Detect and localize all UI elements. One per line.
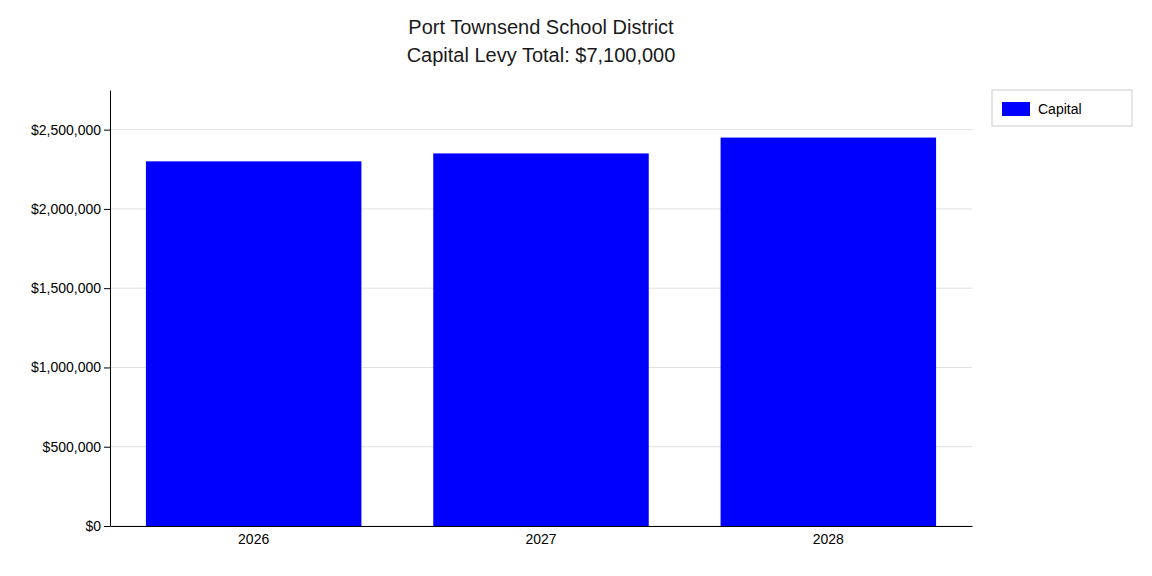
y-tick-mark [104,367,110,368]
x-tick-label: 2026 [238,531,269,547]
y-tick: $2,500,000 [31,122,110,138]
plot: 2026 2027 2028 $0 $500,000 $1,000,000 $1,500,0… [31,91,973,547]
x-tick: 2026 [238,531,269,547]
y-tick: $2,000,000 [31,201,110,217]
title: Port Townsend School District [408,16,674,38]
y-tick-mark [104,447,110,448]
x-tick-label: 2028 [813,531,844,547]
y-tick-mark [104,526,110,527]
y-tick: $0 [85,518,110,534]
grid [110,130,972,526]
y-tick: $1,500,000 [31,280,110,296]
x-axis-line [111,526,973,527]
y-tick-mark [104,130,110,131]
y-tick-label: $1,500,000 [31,280,101,296]
y-tick-label: $500,000 [43,439,102,455]
bar [433,153,649,526]
y-tick-label: $2,000,000 [31,201,101,217]
y-tick-label: $0 [85,518,101,534]
x-tick-label: 2027 [525,531,556,547]
bars [146,138,936,526]
grid-line [110,129,972,130]
y-axis: $0 $500,000 $1,000,000 $1,500,000 $2,000,000… [31,91,111,534]
y-tick-label: $1,000,000 [31,359,101,375]
bar [146,161,362,526]
legend-label: Capital [1038,101,1082,117]
series [146,138,936,526]
y-tick-mark [104,209,110,210]
chart: 2026 2027 2028 $0 $500,000 $1,000,000 $1,500,0… [0,0,1152,576]
x-tick: 2027 [525,531,556,547]
legend-swatch [1002,102,1030,116]
subtitle: Capital Levy Total: $7,100,000 [407,44,676,66]
legend-frame [992,90,1132,126]
y-tick: $1,000,000 [31,359,110,375]
x-tick: 2028 [813,531,844,547]
x-axis: 2026 2027 2028 [111,527,973,547]
y-tick-mark [104,288,110,289]
bar [721,138,937,526]
y-tick-label: $2,500,000 [31,122,101,138]
legend-item: Capital [1002,101,1082,117]
legend: Capital [992,90,1132,126]
y-axis-line [110,91,111,527]
y-tick: $500,000 [43,439,110,455]
